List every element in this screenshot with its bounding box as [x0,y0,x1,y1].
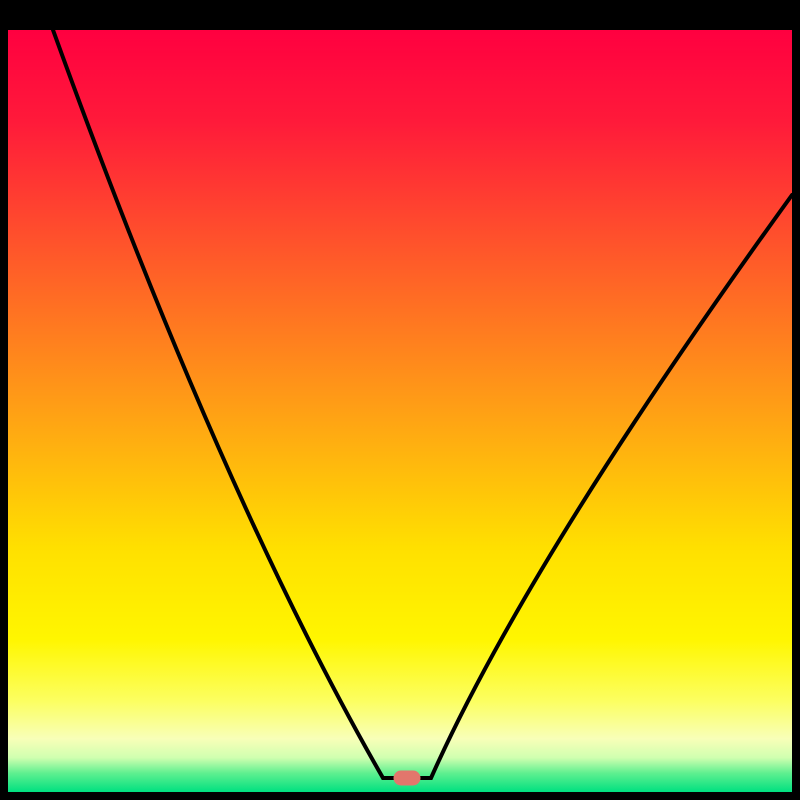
frame-right [792,0,800,800]
bottleneck-curve [8,30,792,792]
optimal-point-marker [394,771,421,786]
curve-path [53,30,792,778]
frame-left [0,0,8,800]
frame-top [0,0,800,30]
chart-container: TheBottlenecker.com [0,0,800,800]
frame-bottom [0,792,800,800]
